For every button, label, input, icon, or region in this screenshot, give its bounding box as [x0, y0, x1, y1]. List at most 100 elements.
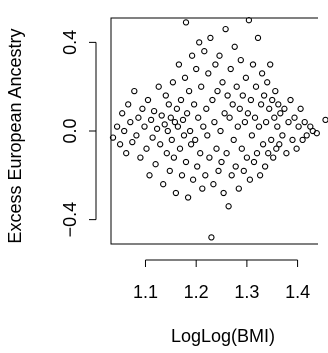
data-point	[179, 116, 187, 124]
data-point	[176, 145, 184, 152]
data-point	[236, 105, 243, 112]
data-point	[141, 123, 148, 130]
data-point	[243, 154, 251, 161]
data-point	[223, 150, 230, 157]
data-point	[277, 110, 284, 117]
data-point	[147, 116, 155, 124]
data-point	[279, 132, 286, 139]
data-point	[246, 176, 254, 183]
data-point	[242, 74, 250, 81]
data-point	[119, 110, 126, 117]
data-point	[180, 132, 188, 139]
data-point	[268, 136, 275, 144]
data-point	[116, 141, 124, 148]
data-point	[212, 61, 219, 68]
data-point	[229, 101, 236, 108]
data-point	[166, 167, 173, 175]
data-point	[218, 158, 225, 166]
data-point	[165, 101, 172, 108]
data-point	[129, 138, 136, 146]
data-point	[287, 96, 294, 104]
data-point	[211, 118, 218, 126]
data-point	[170, 154, 178, 161]
data-point	[270, 154, 277, 161]
data-point	[182, 158, 190, 166]
data-point	[299, 136, 306, 144]
data-point	[200, 123, 207, 130]
data-point	[247, 96, 255, 104]
data-point	[273, 145, 280, 152]
data-point	[133, 132, 140, 139]
x-axis: 1.1 1.2 1.3 1.4	[133, 259, 310, 302]
data-point	[255, 123, 263, 130]
data-point	[217, 127, 224, 135]
data-point	[214, 87, 221, 95]
data-point	[194, 163, 201, 170]
data-point	[244, 110, 252, 117]
data-point	[158, 112, 165, 119]
data-point	[181, 74, 189, 81]
data-point	[271, 114, 278, 121]
data-point	[155, 83, 162, 90]
data-point	[265, 150, 272, 157]
data-point	[264, 79, 271, 86]
data-point	[291, 114, 298, 121]
data-point	[301, 118, 308, 126]
data-point	[241, 118, 249, 126]
data-point	[233, 83, 240, 90]
data-point	[203, 105, 210, 112]
data-point	[201, 48, 208, 55]
data-point	[178, 172, 186, 179]
data-point	[195, 114, 202, 121]
data-point	[253, 150, 261, 157]
data-point	[230, 136, 237, 144]
data-point	[209, 96, 216, 104]
data-point	[262, 118, 270, 126]
data-point	[206, 154, 213, 161]
data-point	[184, 194, 192, 201]
data-point	[135, 114, 142, 121]
data-point	[219, 79, 226, 86]
data-point	[199, 185, 206, 192]
data-point	[127, 118, 134, 126]
data-point	[123, 150, 130, 157]
plot-frame	[110, 17, 318, 245]
data-point	[257, 101, 265, 108]
data-point	[221, 110, 228, 117]
data-point	[285, 118, 292, 126]
data-point	[240, 167, 247, 175]
data-point	[269, 96, 276, 104]
data-point	[174, 123, 182, 130]
data-point	[175, 61, 183, 68]
y-tick-label: 0.0	[60, 118, 80, 143]
data-point	[139, 105, 146, 112]
data-point	[267, 61, 274, 68]
data-point	[153, 125, 161, 132]
data-point	[210, 181, 217, 188]
data-point	[171, 118, 179, 126]
data-point	[163, 150, 170, 157]
data-point	[238, 145, 245, 152]
y-tick-label: 0.4	[60, 30, 80, 55]
data-point	[274, 123, 281, 130]
data-point	[272, 87, 279, 95]
plot-area-frame	[110, 17, 318, 245]
y-axis: −0.4 0.0 0.4	[60, 30, 97, 237]
x-tick-label: 1.3	[234, 282, 259, 302]
data-point	[239, 92, 246, 99]
x-tick-label: 1.2	[184, 282, 209, 302]
data-point	[125, 101, 132, 108]
scatter-points	[109, 17, 328, 241]
data-point	[121, 127, 128, 135]
data-point	[197, 150, 204, 157]
data-point	[182, 19, 190, 26]
data-point	[293, 145, 300, 152]
data-point	[185, 87, 193, 95]
data-point	[231, 43, 238, 50]
data-point	[251, 114, 259, 121]
data-point	[259, 141, 267, 148]
data-point	[143, 145, 150, 152]
data-point	[216, 52, 223, 59]
data-point	[252, 83, 260, 90]
